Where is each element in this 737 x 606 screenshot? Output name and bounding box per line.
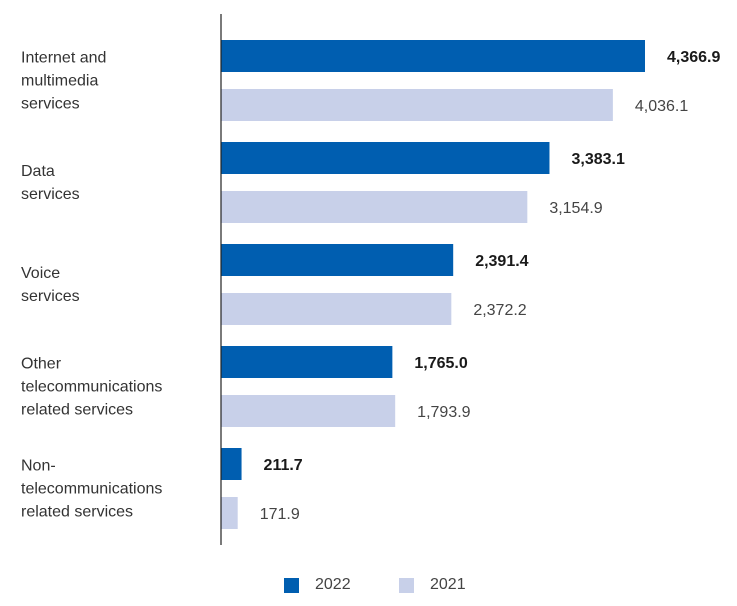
category-label-line: telecommunications [21,379,162,396]
legend-item-2022: 2022 [284,576,351,594]
category-label-line: Non- [21,458,56,475]
category-label-line: related services [21,402,133,419]
category-label: Non-telecommunications related services [21,458,162,521]
category-label-line: related services [21,504,133,521]
category-label-line: telecommunications [21,481,162,498]
legend: 2022 2021 [0,576,737,606]
legend-swatch-2021 [399,577,414,593]
legend-swatch-2022 [284,577,299,593]
category-label-line: services [21,186,80,203]
bar-2022 [221,244,454,276]
category-label-line: services [21,288,80,305]
bar-2021 [221,293,452,325]
data-label-2022: 1,765.0 [414,355,467,372]
data-label-2021: 4,036.1 [635,98,688,115]
legend-item-2021: 2021 [399,576,466,594]
legend-label-2021: 2021 [430,576,466,593]
category-label: Voice services [21,265,80,305]
bar-2021 [221,89,613,121]
bar-2022 [221,346,393,378]
bar-2022 [221,448,242,480]
bar-2022 [221,40,645,72]
category-label: Other telecommunications related services [21,356,162,419]
legend-label-2022: 2022 [315,576,351,593]
bar-2022 [221,142,550,174]
bar-2021 [221,395,396,427]
bar-2021 [221,497,238,529]
data-label-2022: 2,391.4 [475,253,528,270]
data-label-2021: 3,154.9 [549,200,602,217]
category-label-line: services [21,96,80,113]
category-label-line: multimedia [21,73,98,90]
data-label-2022: 4,366.9 [667,49,720,66]
category-label-line: Internet and [21,50,106,67]
data-label-2022: 3,383.1 [571,151,624,168]
category-label-line: Voice [21,265,60,282]
data-label-2021: 2,372.2 [473,302,526,319]
bar-2021 [221,191,528,223]
category-label-line: Other [21,356,62,373]
category-label: Internet and multimedia services [21,50,106,113]
category-label: Data services [21,163,80,203]
data-label-2021: 1,793.9 [417,404,470,421]
data-label-2022: 211.7 [264,457,303,474]
data-label-2021: 171.9 [260,506,300,523]
category-label-line: Data [21,163,55,180]
